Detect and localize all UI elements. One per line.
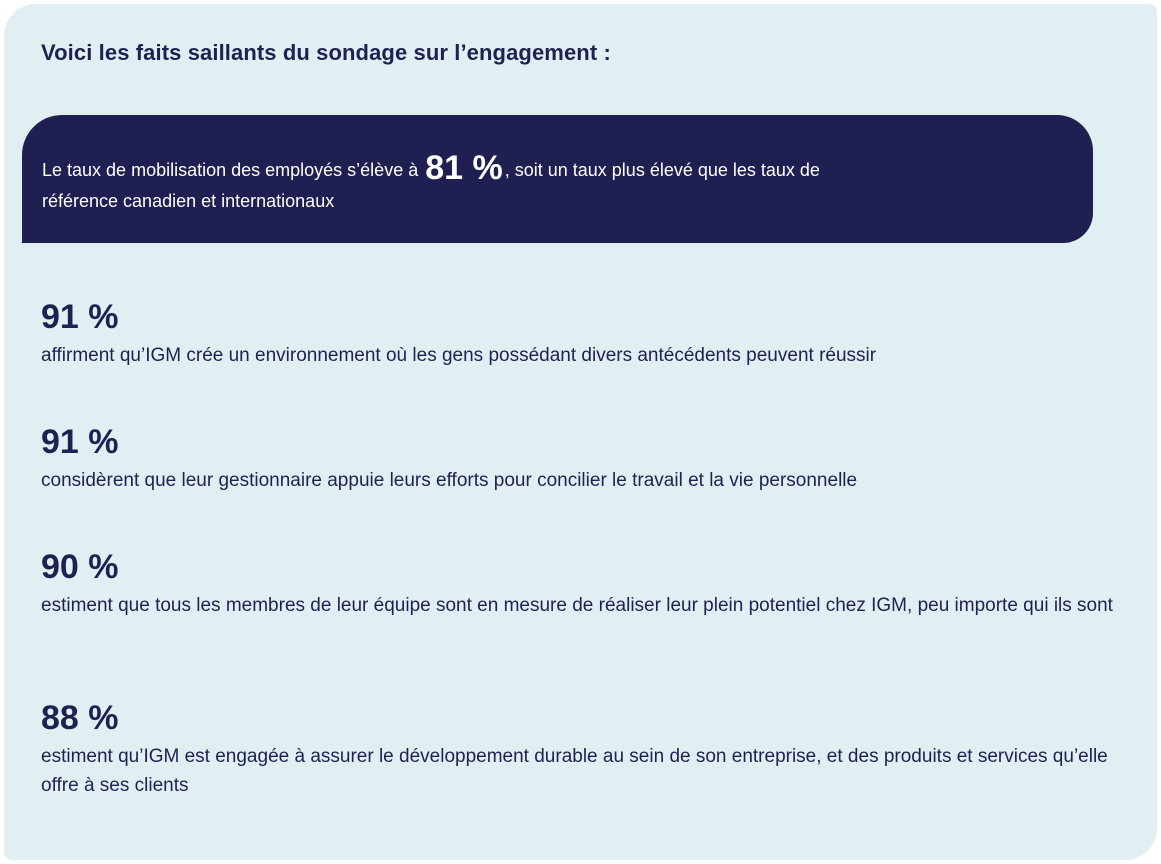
stat-value: 88 % xyxy=(41,699,119,737)
banner-line-2: référence canadien et internationaux xyxy=(42,191,335,211)
page-title: Voici les faits saillants du sondage sur… xyxy=(41,40,611,65)
engagement-banner: Le taux de mobilisation des employés s’é… xyxy=(22,115,1093,243)
stat-description: estiment qu’IGM est engagée à assurer le… xyxy=(41,746,1108,796)
stat-item: 88 % estiment qu’IGM est engagée à assur… xyxy=(41,698,1131,800)
stat-value: 91 % xyxy=(41,423,119,461)
stat-item: 90 % estiment que tous les membres de le… xyxy=(41,547,1131,620)
banner-text-after: , soit un taux plus élevé que les taux d… xyxy=(504,160,820,180)
stat-description: considèrent que leur gestionnaire appuie… xyxy=(41,470,858,491)
stat-value: 91 % xyxy=(41,298,119,336)
banner-text-before: Le taux de mobilisation des employés s’é… xyxy=(42,160,419,180)
banner-line-1: Le taux de mobilisation des employés s’é… xyxy=(42,149,820,188)
stat-value: 90 % xyxy=(41,548,119,586)
stat-item: 91 % affirment qu’IGM crée un environnem… xyxy=(41,297,1131,370)
stat-item: 91 % considèrent que leur gestionnaire a… xyxy=(41,422,1131,495)
stat-description: affirment qu’IGM crée un environnement o… xyxy=(41,345,877,366)
banner-highlight: 81 % xyxy=(425,149,503,187)
stat-description: estiment que tous les membres de leur éq… xyxy=(41,595,1113,616)
